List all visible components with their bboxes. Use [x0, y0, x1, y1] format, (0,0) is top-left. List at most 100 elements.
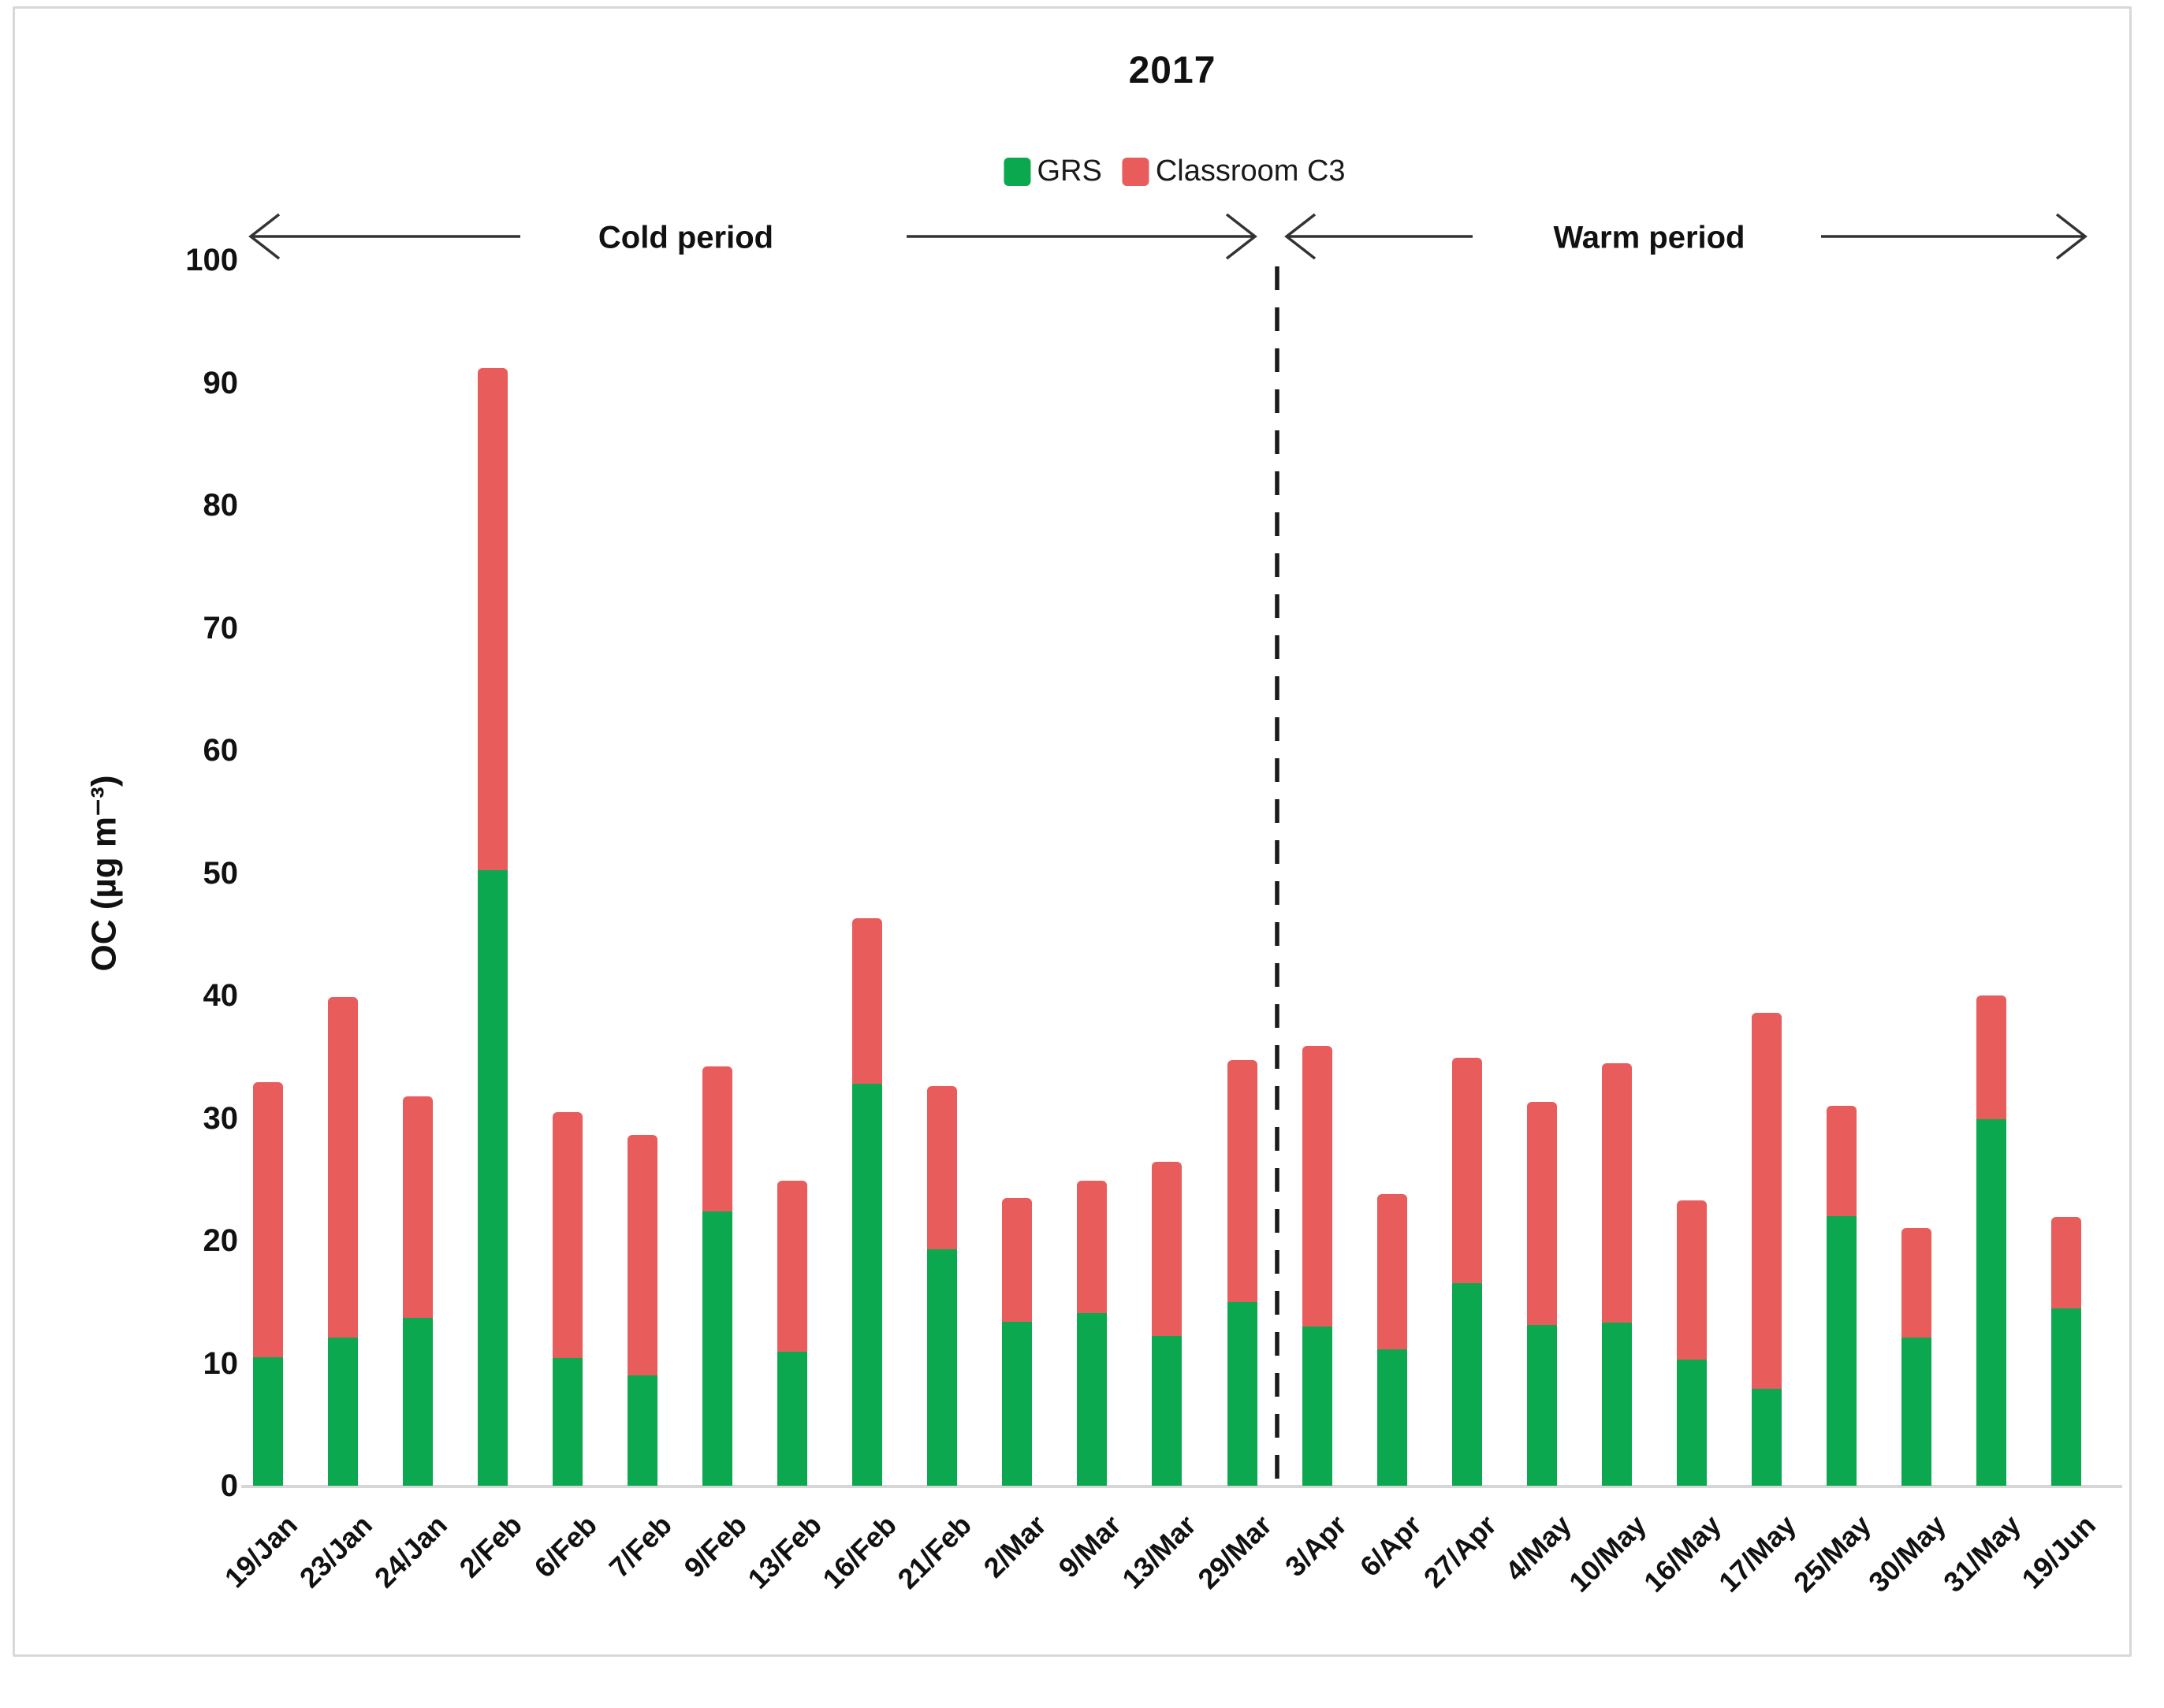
- stacked-bar-16/May: [1676, 1200, 1707, 1486]
- classroom-c3-segment: [927, 1086, 958, 1249]
- classroom-c3-segment: [1451, 1058, 1482, 1284]
- classroom-c3-segment: [1601, 1062, 1632, 1323]
- y-tick-label: 40: [203, 978, 239, 1013]
- grs-segment: [628, 1375, 658, 1486]
- stacked-bar-6/Apr: [1376, 1193, 1407, 1486]
- classroom-c3-segment: [1002, 1197, 1033, 1322]
- classroom-c3-segment: [1751, 1012, 1782, 1390]
- classroom-c3-segment: [478, 367, 508, 871]
- classroom-c3-segment: [1526, 1102, 1557, 1326]
- grs-segment: [553, 1358, 583, 1486]
- grs-segment: [1601, 1323, 1632, 1486]
- classroom-c3-segment: [1826, 1105, 1857, 1216]
- grs-segment: [1302, 1326, 1332, 1486]
- classroom-c3-swatch-icon: [1122, 157, 1149, 186]
- warm-period-left-arrow-icon: [1284, 213, 1473, 260]
- grs-segment: [927, 1248, 958, 1486]
- cold-period-right-arrow-icon: [907, 213, 1257, 260]
- stacked-bar-7/Feb: [628, 1135, 658, 1486]
- stacked-bar-19/Jan: [253, 1082, 283, 1486]
- x-axis-line: [241, 1485, 2122, 1488]
- stacked-bar-4/May: [1526, 1102, 1557, 1486]
- grs-segment: [1451, 1283, 1482, 1486]
- grs-segment: [1526, 1325, 1557, 1486]
- classroom-c3-segment: [1901, 1228, 1931, 1338]
- stacked-bar-3/Apr: [1302, 1045, 1332, 1486]
- grs-segment: [702, 1211, 733, 1486]
- stacked-bar-27/Apr: [1451, 1058, 1482, 1486]
- chart-legend: GRS Classroom C3: [1004, 154, 1346, 188]
- y-tick-label: 60: [203, 733, 239, 768]
- legend-item-classroom-c3: Classroom C3: [1122, 154, 1346, 188]
- y-tick-label: 80: [203, 488, 239, 523]
- y-tick-label: 10: [203, 1345, 239, 1381]
- classroom-c3-segment: [1676, 1200, 1707, 1360]
- stacked-bar-2/Mar: [1002, 1197, 1033, 1486]
- stacked-bar-24/Jan: [403, 1096, 434, 1486]
- cold-period-label: Cold period: [598, 220, 774, 255]
- stacked-bar-19/Jun: [2050, 1217, 2081, 1486]
- legend-item-grs: GRS: [1004, 154, 1102, 188]
- grs-segment: [1751, 1389, 1782, 1486]
- stacked-bar-17/May: [1751, 1012, 1782, 1486]
- grs-segment: [1976, 1119, 2006, 1486]
- grs-segment: [1002, 1321, 1033, 1486]
- classroom-c3-segment: [1227, 1060, 1257, 1302]
- grs-segment: [1826, 1215, 1857, 1486]
- stacked-bar-30/May: [1901, 1228, 1931, 1486]
- grs-segment: [1077, 1312, 1108, 1486]
- classroom-c3-segment: [1376, 1193, 1407, 1350]
- classroom-c3-segment: [328, 996, 359, 1338]
- y-tick-label: 30: [203, 1100, 239, 1136]
- y-tick-label: 90: [203, 365, 239, 400]
- classroom-c3-segment: [2050, 1217, 2081, 1308]
- classroom-c3-segment: [702, 1066, 733, 1211]
- y-tick-label: 50: [203, 855, 239, 891]
- grs-segment: [852, 1083, 883, 1486]
- classroom-c3-segment: [852, 918, 883, 1084]
- stacked-bar-10/May: [1601, 1062, 1632, 1486]
- y-tick-label: 20: [203, 1223, 239, 1258]
- stacked-bar-31/May: [1976, 995, 2006, 1486]
- stacked-bar-9/Mar: [1077, 1180, 1108, 1486]
- grs-segment: [777, 1352, 808, 1486]
- grs-swatch-icon: [1004, 157, 1031, 186]
- grs-segment: [2050, 1308, 2081, 1486]
- classroom-c3-segment: [1302, 1045, 1332, 1327]
- classroom-c3-segment: [403, 1096, 434, 1318]
- stacked-bar-2/Feb: [478, 367, 508, 1486]
- classroom-c3-segment: [553, 1111, 583, 1359]
- y-tick-label: 70: [203, 610, 239, 646]
- stacked-bar-29/Mar: [1227, 1060, 1257, 1486]
- grs-segment: [1676, 1359, 1707, 1486]
- legend-label-classroom-c3: Classroom C3: [1155, 154, 1346, 188]
- y-tick-label: 100: [185, 243, 238, 277]
- chart-title: 2017: [1128, 50, 1216, 91]
- grs-segment: [253, 1356, 283, 1486]
- stacked-bar-21/Feb: [927, 1086, 958, 1486]
- warm-period-label: Warm period: [1553, 220, 1745, 255]
- grs-segment: [1376, 1349, 1407, 1486]
- classroom-c3-segment: [777, 1180, 808, 1353]
- stacked-bar-9/Feb: [702, 1066, 733, 1486]
- grs-segment: [1901, 1337, 1931, 1486]
- stacked-bar-23/Jan: [328, 996, 359, 1486]
- grs-segment: [1227, 1301, 1257, 1486]
- grs-segment: [1152, 1336, 1183, 1486]
- classroom-c3-segment: [1976, 995, 2006, 1120]
- y-tick-label: 0: [220, 1468, 238, 1503]
- grs-segment: [403, 1317, 434, 1486]
- classroom-c3-segment: [1152, 1162, 1183, 1337]
- figure-border: [13, 6, 2132, 1657]
- classroom-c3-segment: [628, 1135, 658, 1376]
- stacked-bar-13/Feb: [777, 1180, 808, 1486]
- stacked-bar-25/May: [1826, 1105, 1857, 1486]
- stacked-bar-13/Mar: [1152, 1162, 1183, 1486]
- stacked-bar-16/Feb: [852, 918, 883, 1486]
- warm-period-right-arrow-icon: [1821, 213, 2088, 260]
- classroom-c3-segment: [253, 1082, 283, 1357]
- grs-segment: [328, 1337, 359, 1486]
- legend-label-grs: GRS: [1037, 154, 1102, 188]
- stacked-bar-6/Feb: [553, 1111, 583, 1486]
